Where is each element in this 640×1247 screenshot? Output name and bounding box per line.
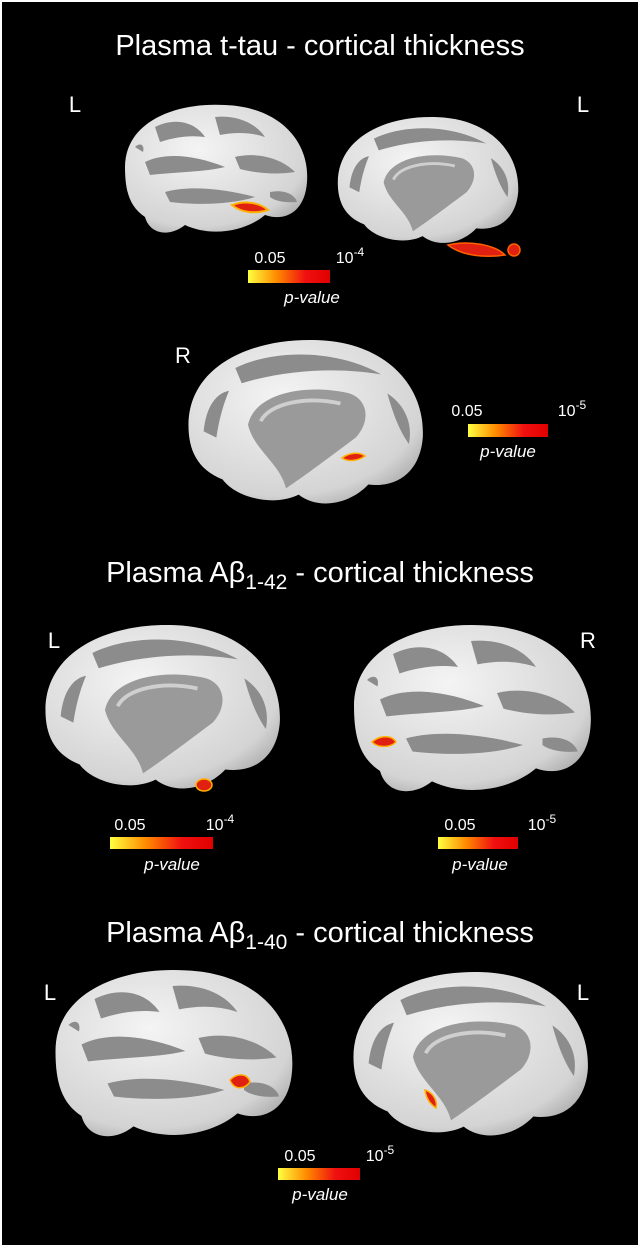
colorbar: [438, 837, 518, 849]
cluster: [446, 242, 521, 257]
colorbar-label: p-value: [479, 442, 536, 461]
brain-medial: [336, 115, 521, 245]
max-exp: -4: [354, 245, 365, 259]
hemisphere-label: R: [580, 628, 596, 653]
hemisphere-label: L: [69, 92, 81, 117]
section-title: Plasma Aβ1-42 - cortical thickness: [106, 557, 534, 594]
brain-lateral: [354, 625, 591, 792]
max-base: 10: [336, 250, 354, 267]
brain-medial: [351, 970, 590, 1138]
brain-lateral: [125, 104, 308, 233]
cluster: [195, 778, 213, 792]
cluster: [229, 1074, 251, 1089]
colorbar-label: p-value: [291, 1185, 348, 1204]
max-base: 10: [528, 817, 546, 834]
hemisphere-label: L: [577, 92, 589, 117]
colorbar-label: p-value: [143, 855, 200, 874]
title-sub: 1-40: [245, 931, 287, 954]
max-base: 10: [558, 403, 576, 420]
colorbar-max: 10-5: [528, 812, 557, 834]
title-text: Plasma t-tau - cortical thickness: [115, 30, 524, 62]
colorbar-max: 10-5: [366, 1143, 395, 1165]
brain-lateral: [55, 970, 293, 1137]
max-exp: -5: [546, 812, 557, 826]
brain-medial: [43, 623, 282, 791]
title-rest: - cortical thickness: [287, 917, 534, 949]
cluster: [424, 1088, 438, 1110]
max-exp: -5: [384, 1143, 395, 1157]
colorbar-max: 10-4: [206, 812, 235, 834]
title-text: Plasma Aβ: [106, 917, 245, 949]
colorbar-min: 0.05: [451, 403, 482, 420]
max-base: 10: [206, 817, 224, 834]
colorbar-label: p-value: [451, 855, 508, 874]
hemisphere-label: L: [44, 980, 56, 1005]
colorbar-label: p-value: [283, 288, 340, 307]
colorbar: [278, 1168, 360, 1180]
colorbar: [468, 424, 548, 437]
colorbar-max: 10-4: [336, 245, 365, 267]
brain-medial: [188, 340, 422, 504]
hemisphere-label: L: [577, 980, 589, 1005]
max-exp: -4: [224, 812, 235, 826]
cluster: [230, 201, 271, 214]
cluster: [370, 736, 397, 748]
hemisphere-label: L: [48, 628, 60, 653]
section-title: Plasma t-tau - cortical thickness: [115, 30, 524, 62]
max-exp: -5: [576, 398, 587, 412]
max-base: 10: [366, 1148, 384, 1165]
colorbar-min: 0.05: [254, 250, 285, 267]
hemisphere-label: R: [175, 343, 191, 368]
title-rest: - cortical thickness: [287, 557, 534, 589]
colorbar: [110, 837, 213, 849]
section-title: Plasma Aβ1-40 - cortical thickness: [106, 917, 534, 954]
colorbar: [248, 270, 330, 283]
title-text: Plasma Aβ: [106, 557, 245, 589]
title-sub: 1-42: [245, 571, 287, 594]
colorbar-max: 10-5: [558, 398, 587, 420]
cluster: [340, 452, 367, 462]
colorbar-min: 0.05: [444, 817, 475, 834]
colorbar-min: 0.05: [284, 1148, 315, 1165]
colorbar-min: 0.05: [114, 817, 145, 834]
